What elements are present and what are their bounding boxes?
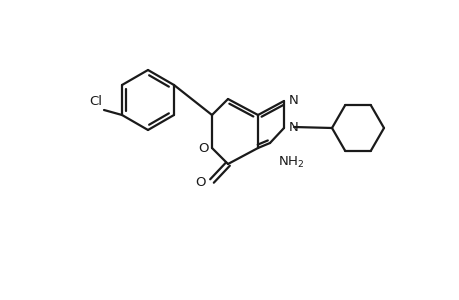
Text: Cl: Cl bbox=[89, 95, 102, 108]
Text: N: N bbox=[288, 94, 298, 106]
Text: N: N bbox=[288, 121, 298, 134]
Text: NH$_2$: NH$_2$ bbox=[277, 155, 304, 170]
Text: O: O bbox=[195, 176, 206, 188]
Text: O: O bbox=[198, 142, 209, 154]
